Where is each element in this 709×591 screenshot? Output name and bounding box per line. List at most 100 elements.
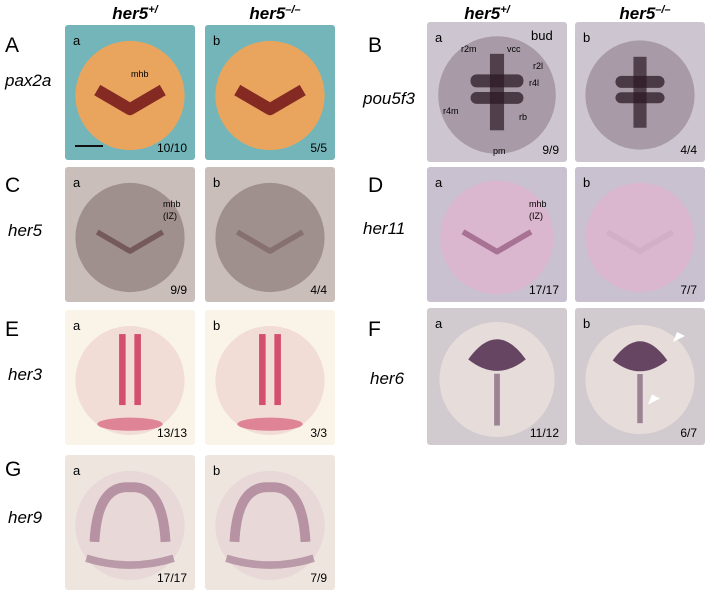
embryo-count: 9/9 xyxy=(542,143,559,157)
annotation: r4l xyxy=(529,78,539,88)
embryo-count: 4/4 xyxy=(310,283,327,297)
panel-letter: F xyxy=(368,318,381,341)
embryo xyxy=(215,40,325,151)
column-header: her5+/ xyxy=(464,4,511,23)
stain xyxy=(95,229,165,254)
embryo xyxy=(75,182,185,293)
gene-label: her6 xyxy=(370,369,405,388)
image-panel: b 3/3 xyxy=(205,310,335,445)
annotation: bud xyxy=(531,28,553,43)
embryo-count: 4/4 xyxy=(680,143,697,157)
subpanel-letter: b xyxy=(213,175,220,190)
stain xyxy=(615,92,665,104)
stain xyxy=(119,334,126,406)
arrowhead xyxy=(673,332,685,342)
gene-label: her9 xyxy=(8,508,43,527)
panel-letter: A xyxy=(5,34,19,57)
image-panel: a 11/12 xyxy=(427,308,567,445)
subpanel-letter: b xyxy=(583,30,590,45)
subpanel-letter: a xyxy=(435,175,443,190)
panel-letter: E xyxy=(5,318,19,341)
stain xyxy=(605,229,675,254)
stain xyxy=(259,334,266,406)
image-panel: a 10/10 mhb xyxy=(65,25,195,160)
annotation: r2m xyxy=(461,44,477,54)
stain xyxy=(612,341,668,372)
embryo xyxy=(215,182,325,293)
annotation: mhb xyxy=(131,69,149,79)
gene-name: her5 xyxy=(112,4,148,23)
stain xyxy=(615,75,665,88)
annotation: vcc xyxy=(507,44,521,54)
annotation: mhb xyxy=(529,199,547,209)
genotype: +/ xyxy=(148,4,159,16)
embryo-count: 17/17 xyxy=(157,571,187,585)
stain xyxy=(237,417,303,431)
stain xyxy=(94,84,166,116)
embryo-count: 7/9 xyxy=(310,571,327,585)
genotype: –/– xyxy=(285,4,300,16)
image-panel: a 9/9 bud r2m vcc r2l r4l r4m rb pm xyxy=(427,22,567,162)
column-header: her5–/– xyxy=(249,4,300,23)
stain xyxy=(235,229,305,254)
stain xyxy=(225,554,315,569)
panel-letter: B xyxy=(368,34,382,57)
stain xyxy=(274,334,281,406)
embryo-count: 10/10 xyxy=(157,141,187,155)
image-panel: a 13/13 xyxy=(65,310,195,445)
stain xyxy=(468,339,526,371)
gene-label: her3 xyxy=(8,365,43,384)
annotation: r2l xyxy=(533,61,543,71)
stain xyxy=(461,229,533,255)
gene-label: her5 xyxy=(8,221,43,240)
image-panel: b 7/7 xyxy=(575,167,705,302)
stain xyxy=(134,334,141,406)
subpanel-letter: b xyxy=(583,316,590,331)
embryo-count: 6/7 xyxy=(680,426,697,440)
panel-letter: G xyxy=(5,458,21,481)
subpanel-letter: b xyxy=(213,318,220,333)
annotation: mhb xyxy=(163,199,181,209)
stain xyxy=(234,84,306,116)
panel-letter: C xyxy=(5,174,20,197)
subpanel-letter: a xyxy=(73,175,81,190)
subpanel-letter: a xyxy=(435,316,443,331)
stain xyxy=(494,373,500,426)
image-panel: b 6/7 xyxy=(575,308,705,445)
image-panel: b 4/4 xyxy=(205,167,335,302)
stain xyxy=(97,417,163,431)
embryo-count: 5/5 xyxy=(310,141,327,155)
image-panel: a 9/9 mhb (IZ) xyxy=(65,167,195,302)
subpanel-letter: a xyxy=(73,33,81,48)
embryo-count: 7/7 xyxy=(680,283,697,297)
panel-letter: D xyxy=(368,174,383,197)
annotation: (IZ) xyxy=(529,211,543,221)
embryo-count: 3/3 xyxy=(310,426,327,440)
column-header: her5–/– xyxy=(619,4,670,23)
stain xyxy=(470,92,524,104)
embryo xyxy=(440,180,554,295)
subpanel-letter: b xyxy=(213,33,220,48)
image-panel: b 7/9 xyxy=(205,455,335,590)
annotation: r4m xyxy=(443,106,459,116)
stain xyxy=(470,74,524,88)
subpanel-letter: a xyxy=(435,30,443,45)
embryo-count: 17/17 xyxy=(529,283,559,297)
embryo-count: 11/12 xyxy=(530,426,559,440)
stain xyxy=(229,482,311,543)
annotation: rb xyxy=(519,112,527,122)
subpanel-letter: b xyxy=(583,175,590,190)
embryo xyxy=(215,325,325,436)
gene-label: her11 xyxy=(363,219,405,238)
annotation: pm xyxy=(493,146,506,156)
embryo-count: 9/9 xyxy=(170,283,187,297)
gene-name: her5 xyxy=(464,4,500,23)
image-panel: a 17/17 mhb (IZ) xyxy=(427,167,567,302)
genotype: –/– xyxy=(655,4,670,16)
gene-label: pax2a xyxy=(4,71,51,90)
arrowhead xyxy=(648,394,660,405)
gene-name: her5 xyxy=(619,4,655,23)
stain xyxy=(637,374,643,424)
gene-name: her5 xyxy=(249,4,285,23)
